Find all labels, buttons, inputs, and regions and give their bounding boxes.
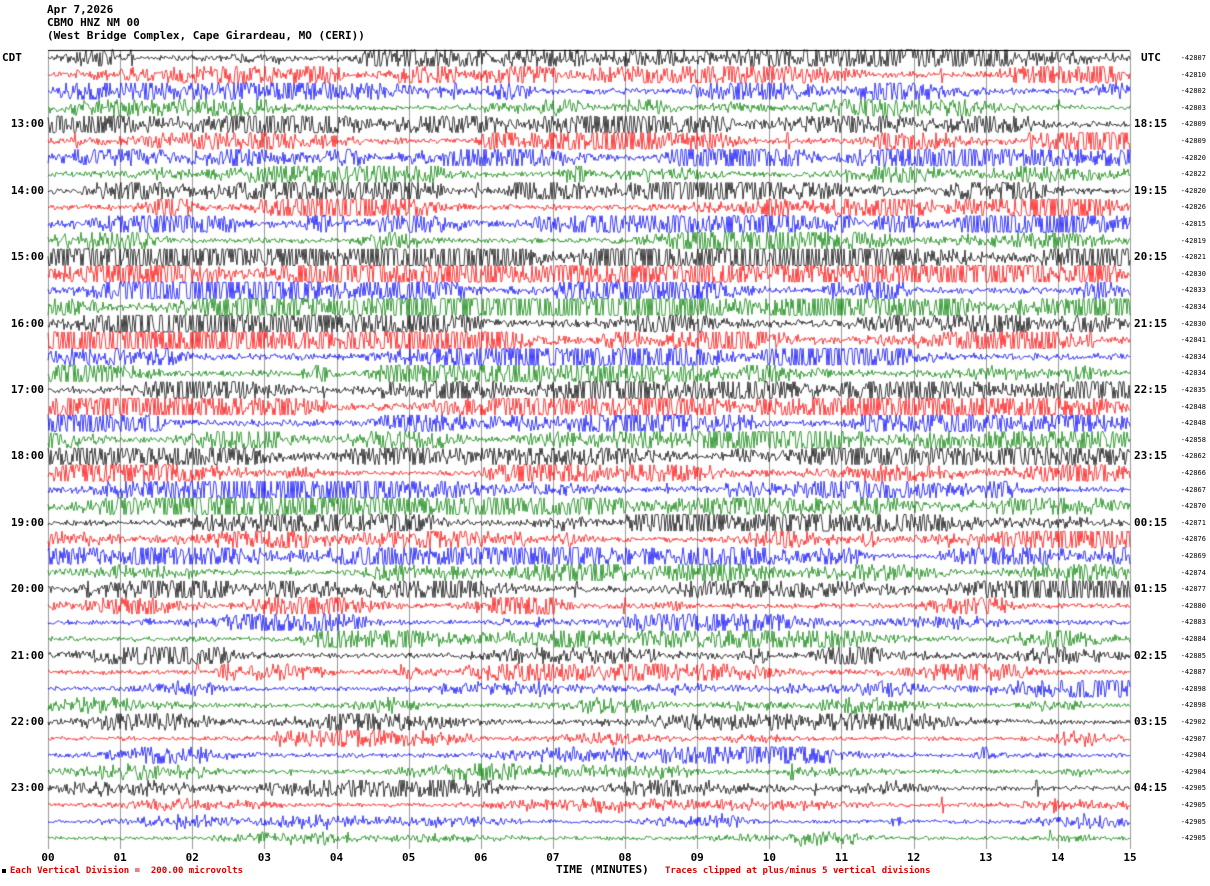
trace-offset-label: -42826 — [1180, 203, 1206, 212]
trace-offset-label: -42815 — [1180, 220, 1206, 228]
trace-offset-label: -42867 — [1180, 485, 1206, 494]
trace-offset-label: -42884 — [1180, 635, 1206, 643]
trace-offset-label: -42883 — [1180, 618, 1206, 627]
x-tick-label: 00 — [41, 851, 55, 864]
x-tick-label: 01 — [113, 851, 127, 864]
trace-offset-label: -42871 — [1180, 518, 1206, 527]
trace-offset-label: -42830 — [1180, 269, 1206, 278]
left-hour-label: 13:00 — [10, 117, 44, 131]
trace-offset-label: -42866 — [1180, 469, 1206, 477]
footer-marker — [2, 869, 6, 873]
right-hour-label: 00:15 — [1134, 515, 1168, 529]
left-hour-label: 18:00 — [10, 449, 44, 463]
right-hour-label: 23:15 — [1134, 449, 1168, 463]
left-hour-label: 17:00 — [10, 383, 44, 396]
right-timezone-label: UTC — [1141, 51, 1161, 64]
x-tick-label: 05 — [402, 851, 416, 864]
trace-offset-label: -42807 — [1180, 54, 1206, 62]
trace-offset-label: -42834 — [1180, 303, 1206, 311]
header-station: CBMO HNZ NM 00 — [47, 16, 140, 29]
right-hour-label: 04:15 — [1134, 781, 1168, 795]
right-hour-label: 20:15 — [1134, 250, 1168, 264]
x-tick-label: 09 — [690, 851, 704, 864]
left-hour-label: 19:00 — [10, 515, 44, 529]
trace-offset-label: -42904 — [1180, 751, 1206, 760]
trace-offset-label: -42821 — [1180, 253, 1206, 262]
x-tick-label: 15 — [1123, 851, 1137, 864]
trace-offset-label: -42905 — [1180, 817, 1206, 826]
trace-offset-label: -42820 — [1180, 153, 1206, 162]
header-location: (West Bridge Complex, Cape Girardeau, MO… — [47, 29, 365, 42]
header-date: Apr 7,2026 — [47, 3, 114, 16]
right-hour-label: 02:15 — [1134, 648, 1168, 662]
trace-offset-label: -42905 — [1180, 801, 1206, 809]
trace-offset-label: -42809 — [1180, 137, 1206, 145]
scale-note: Each Vertical Division = 200.00 microvol… — [10, 866, 243, 876]
clip-note: Traces clipped at plus/minus 5 vertical … — [665, 866, 931, 876]
trace-offset-label: -42898 — [1180, 684, 1206, 693]
right-hour-label: 19:15 — [1134, 183, 1168, 197]
right-hour-label: 21:15 — [1134, 316, 1168, 330]
right-hour-label: 03:15 — [1134, 715, 1168, 728]
trace-offset-label: -42885 — [1180, 651, 1206, 660]
trace-offset-label: -42848 — [1180, 402, 1206, 411]
trace-offset-label: -42869 — [1180, 552, 1206, 560]
trace-offset-label: -42858 — [1180, 435, 1206, 444]
trace-offset-label: -42870 — [1180, 502, 1206, 511]
left-hour-label: 20:00 — [10, 582, 44, 596]
trace-offset-label: -42841 — [1180, 336, 1206, 345]
trace-offset-label: -42905 — [1180, 834, 1206, 843]
x-tick-label: 08 — [618, 851, 632, 864]
left-hour-label: 21:00 — [10, 648, 44, 662]
left-hour-label: 14:00 — [10, 183, 44, 197]
left-hour-label: 15:00 — [10, 250, 44, 264]
left-timezone-label: CDT — [2, 51, 22, 64]
trace-offset-label: -42907 — [1180, 734, 1206, 743]
trace-offset-label: -42898 — [1180, 701, 1206, 710]
trace-offset-label: -42887 — [1180, 668, 1206, 677]
x-tick-label: 12 — [906, 851, 921, 864]
trace-offset-label: -42905 — [1180, 784, 1206, 793]
left-hour-label: 22:00 — [10, 715, 44, 728]
x-tick-label: 07 — [546, 851, 560, 864]
trace-offset-label: -42834 — [1180, 369, 1206, 378]
x-tick-label: 13 — [979, 851, 993, 864]
x-tick-label: 10 — [762, 851, 776, 864]
trace-offset-label: -42876 — [1180, 535, 1206, 544]
trace-offset-label: -42877 — [1180, 585, 1206, 594]
x-tick-label: 04 — [329, 851, 344, 864]
right-hour-label: 18:15 — [1134, 117, 1168, 131]
left-hour-label: 23:00 — [10, 781, 44, 795]
x-tick-label: 02 — [185, 851, 199, 864]
trace-offset-label: -42862 — [1180, 452, 1206, 461]
trace-offset-label: -42810 — [1180, 70, 1206, 79]
trace-offset-label: -42822 — [1180, 170, 1206, 179]
trace-offset-label: -42880 — [1180, 601, 1206, 610]
left-hour-label: 16:00 — [10, 316, 44, 330]
right-hour-label: 22:15 — [1134, 383, 1168, 396]
right-hour-label: 01:15 — [1134, 582, 1168, 596]
x-axis-title: TIME (MINUTES) — [556, 863, 649, 876]
trace-offset-label: -42820 — [1180, 186, 1206, 195]
trace-offset-label: -42819 — [1180, 236, 1206, 245]
trace-offset-label: -42902 — [1180, 718, 1206, 726]
trace-offset-label: -42874 — [1180, 568, 1206, 577]
trace-offset-label: -42835 — [1180, 386, 1206, 394]
trace-offset-label: -42802 — [1180, 87, 1206, 96]
trace-offset-label: -42830 — [1180, 319, 1206, 328]
x-tick-label: 14 — [1051, 851, 1065, 864]
x-tick-label: 03 — [257, 851, 272, 864]
x-tick-label: 06 — [474, 851, 488, 864]
trace-offset-label: -42833 — [1180, 286, 1206, 295]
trace-offset-label: -42848 — [1180, 419, 1206, 428]
trace-offset-label: -42803 — [1180, 103, 1206, 112]
trace-offset-label: -42834 — [1180, 352, 1206, 361]
x-tick-label: 11 — [834, 851, 849, 864]
trace-offset-label: -42904 — [1180, 767, 1206, 776]
trace-offset-label: -42809 — [1180, 120, 1206, 129]
